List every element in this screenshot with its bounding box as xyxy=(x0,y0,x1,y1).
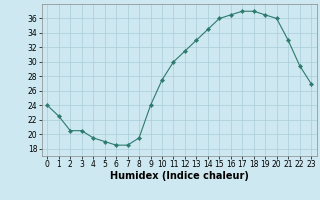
X-axis label: Humidex (Indice chaleur): Humidex (Indice chaleur) xyxy=(110,171,249,181)
